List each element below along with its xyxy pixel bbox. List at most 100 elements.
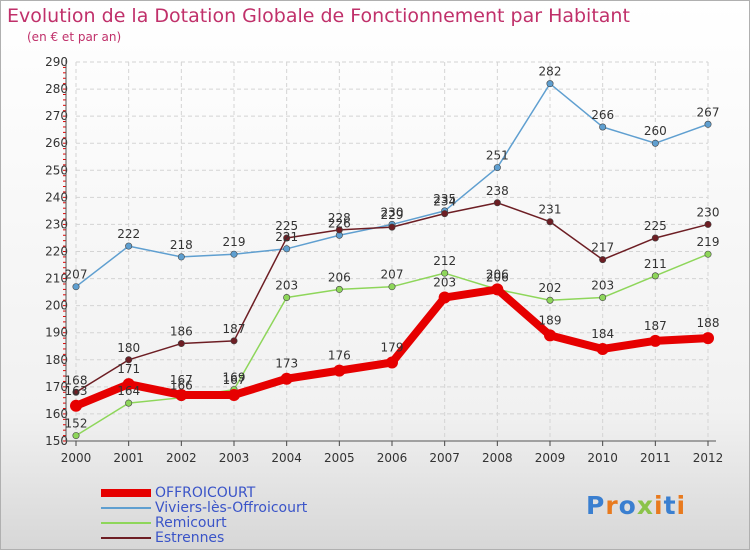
y-tick-label: 280 <box>45 82 68 96</box>
data-label: 187 <box>223 322 246 336</box>
y-tick-label: 250 <box>45 163 68 177</box>
legend-item-estrennes[interactable]: Estrennes <box>101 530 307 546</box>
data-point <box>177 340 185 348</box>
data-label: 169 <box>223 371 246 385</box>
x-tick-label: 2009 <box>535 451 566 465</box>
data-point <box>493 199 501 207</box>
data-point <box>335 285 343 293</box>
legend-swatch-offroicourt <box>101 488 151 497</box>
data-point <box>125 356 133 364</box>
data-point <box>125 399 133 407</box>
legend-swatch-estrennes <box>101 536 151 539</box>
y-tick-label: 170 <box>45 380 68 394</box>
y-tick-label: 260 <box>45 136 68 150</box>
data-point <box>388 283 396 291</box>
data-point <box>72 283 80 291</box>
data-label: 167 <box>223 373 246 387</box>
data-point <box>599 123 607 131</box>
data-label: 184 <box>591 327 614 341</box>
data-label: 164 <box>117 384 140 398</box>
data-label: 180 <box>117 341 140 355</box>
data-label: 173 <box>275 357 298 371</box>
data-point <box>280 372 293 385</box>
y-tick-label: 220 <box>45 245 68 259</box>
data-label: 228 <box>328 211 351 225</box>
y-tick-label: 290 <box>45 55 68 69</box>
legend-item-offroicourt[interactable]: OFFROICOURT <box>101 484 307 501</box>
data-label: 211 <box>644 257 667 271</box>
data-point <box>283 245 291 253</box>
data-point <box>72 432 80 440</box>
data-point <box>335 226 343 234</box>
data-label: 202 <box>539 281 562 295</box>
data-point <box>230 250 238 258</box>
data-label: 203 <box>275 279 298 293</box>
data-point <box>386 356 398 369</box>
data-point <box>546 80 554 88</box>
data-label: 171 <box>117 362 140 376</box>
data-point <box>441 210 449 218</box>
data-point <box>702 332 714 345</box>
data-label: 188 <box>697 316 720 330</box>
legend-label: Viviers-lès-Offroicourt <box>155 499 308 516</box>
series <box>70 80 714 440</box>
data-label: 167 <box>170 373 193 387</box>
y-tick-label: 270 <box>45 109 68 123</box>
legend-swatch-viviers <box>101 506 151 509</box>
legend-item-remicourt[interactable]: Remicourt <box>101 515 307 531</box>
data-point <box>546 296 554 304</box>
data-label: 206 <box>486 267 509 281</box>
data-point <box>651 234 659 242</box>
data-point <box>228 388 240 401</box>
logo-letter: P <box>586 491 606 520</box>
data-point <box>651 272 659 280</box>
logo-letter: i <box>654 491 664 520</box>
x-tick-label: 2008 <box>482 451 513 465</box>
data-label: 221 <box>275 230 298 244</box>
data-point <box>596 342 609 355</box>
data-label: 206 <box>486 270 509 284</box>
y-tick-label: 180 <box>45 353 68 367</box>
data-point <box>651 139 659 147</box>
legend-item-viviers[interactable]: Viviers-lès-Offroicourt <box>101 499 308 516</box>
data-label: 218 <box>170 238 193 252</box>
data-labels: 207 222 218 219 221 226 230 235 251 282 266 260 267 1… <box>65 65 720 431</box>
data-point <box>72 388 80 396</box>
data-label: 225 <box>644 219 667 233</box>
x-tick-label: 2012 <box>693 451 724 465</box>
data-label: 203 <box>433 276 456 290</box>
data-label: 226 <box>328 216 351 230</box>
y-tick-label: 200 <box>45 299 68 313</box>
data-point <box>493 164 501 172</box>
axes: 1501601701801902002102202302402502602702… <box>45 55 723 465</box>
data-label: 282 <box>539 65 562 79</box>
data-label: 189 <box>539 313 562 327</box>
data-point <box>546 218 554 226</box>
data-label: 186 <box>170 325 193 339</box>
data-point <box>283 234 291 242</box>
x-tick-label: 2001 <box>113 451 144 465</box>
data-label: 163 <box>65 384 88 398</box>
x-tick-label: 2002 <box>166 451 197 465</box>
data-label: 230 <box>697 205 720 219</box>
data-label: 225 <box>275 219 298 233</box>
data-point <box>283 294 291 302</box>
data-label: 266 <box>591 108 614 122</box>
legend-label: OFFROICOURT <box>155 484 256 501</box>
logo-letter: t <box>663 491 677 520</box>
data-label: 212 <box>433 254 456 268</box>
y-tick-label: 150 <box>45 434 68 448</box>
data-label: 203 <box>591 279 614 293</box>
data-point <box>704 220 712 228</box>
x-tick-label: 2010 <box>587 451 618 465</box>
data-label: 235 <box>433 192 456 206</box>
data-label: 217 <box>591 241 614 255</box>
data-label: 179 <box>381 340 404 354</box>
data-label: 219 <box>697 235 720 249</box>
data-point <box>333 364 346 377</box>
logo-letter: r <box>605 491 619 520</box>
data-label: 238 <box>486 184 509 198</box>
legend: OFFROICOURT Viviers-lès-Offroicourt Remi… <box>101 484 308 546</box>
data-label: 219 <box>223 235 246 249</box>
